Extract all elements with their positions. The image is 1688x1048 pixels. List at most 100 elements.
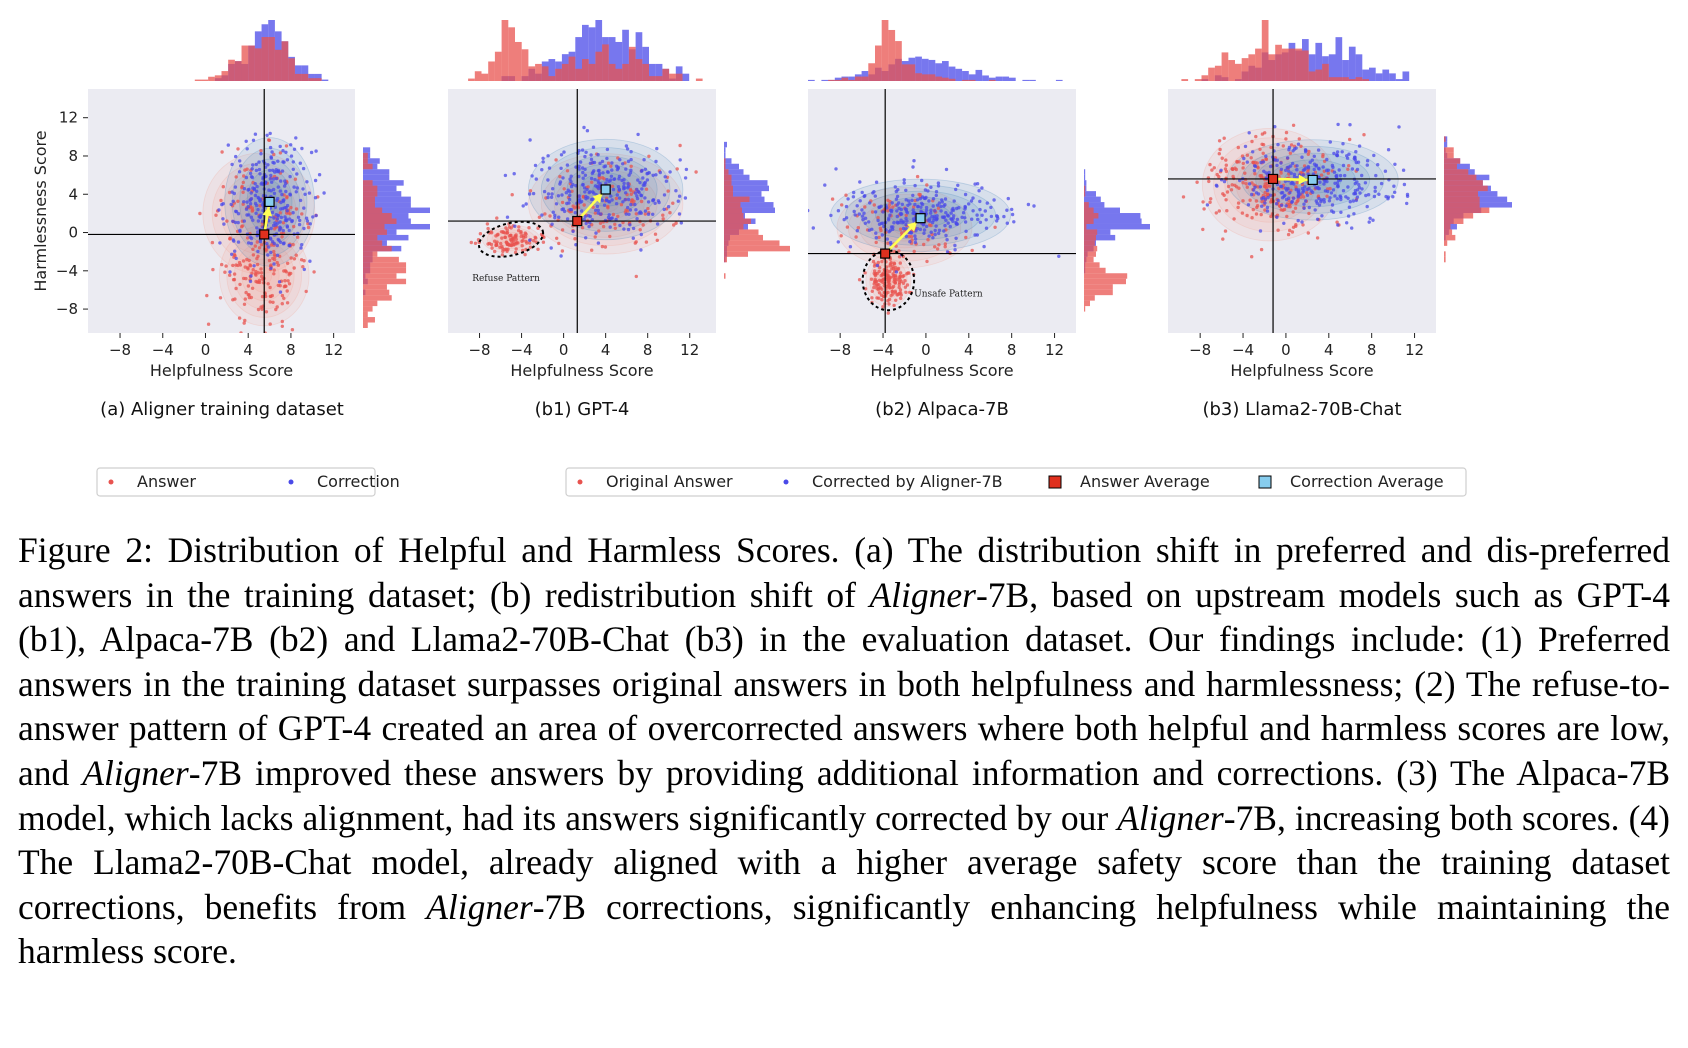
scatter-point (557, 215, 561, 219)
scatter-point (250, 209, 254, 213)
scatter-point (1224, 169, 1229, 174)
scatter-point (634, 212, 638, 216)
scatter-point (584, 194, 588, 199)
scatter-point (798, 250, 801, 253)
scatter-point (301, 166, 306, 171)
scatter-point (1253, 185, 1257, 189)
scatter-point (596, 184, 600, 189)
scatter-point (311, 215, 315, 219)
scatter-point (1005, 208, 1009, 212)
scatter-point (278, 151, 283, 155)
scatter-point (1374, 173, 1378, 178)
scatter-point (589, 157, 594, 162)
scatter-point (1332, 151, 1336, 156)
scatter-point (996, 216, 1000, 221)
scatter-point (489, 230, 493, 234)
scatter-point (298, 198, 303, 203)
scatter-point (1208, 162, 1212, 167)
scatter-point (248, 264, 253, 268)
scatter-point (220, 340, 223, 343)
marginal-hist-bar-y (363, 213, 392, 219)
scatter-point (280, 192, 284, 197)
scatter-point (304, 289, 308, 294)
scatter-point (528, 189, 533, 193)
marginal-hist-bar-x (854, 76, 862, 81)
scatter-point (1354, 160, 1359, 165)
x-tick-label: 4 (1324, 341, 1334, 359)
scatter-point (1236, 201, 1241, 205)
scatter-point (550, 222, 554, 226)
scatter-point (1307, 205, 1312, 210)
scatter-point (635, 196, 640, 201)
scatter-point (904, 234, 909, 239)
scatter-point (278, 189, 282, 193)
scatter-point (252, 264, 256, 268)
scatter-point (1326, 168, 1331, 172)
scatter-point (1354, 150, 1358, 154)
scatter-point (507, 234, 512, 238)
scatter-point (1275, 158, 1280, 162)
scatter-point (924, 205, 929, 210)
scatter-point (901, 281, 906, 285)
scatter-point (1345, 154, 1349, 158)
legend-frame (565, 467, 1467, 497)
scatter-point (1360, 173, 1364, 178)
marginal-hist-bar-y (363, 191, 402, 197)
legend-label: Original Answer (606, 472, 733, 491)
marginal-hist-bar-y (724, 234, 763, 241)
x-axis-label: Helpfulness Score (1230, 361, 1373, 380)
scatter-point (551, 187, 555, 191)
x-tick-label: −4 (1232, 341, 1254, 359)
scatter-point (292, 147, 297, 151)
scatter-point (892, 303, 896, 308)
shift-arrow-head (907, 221, 918, 232)
scatter-point (643, 167, 648, 171)
marginal-hist-bar-y (1084, 223, 1150, 230)
scatter-point (286, 279, 290, 283)
scatter-point (1340, 150, 1344, 154)
scatter-point (874, 180, 879, 184)
scatter-point (269, 226, 273, 231)
scatter-point (1316, 148, 1321, 152)
scatter-point (614, 217, 618, 222)
marginal-hist-bar-x (528, 66, 536, 81)
scatter-point (312, 270, 316, 274)
marginal-hist-bar-y (363, 223, 430, 230)
marginal-hist-bar-x (1395, 79, 1403, 81)
scatter-point (1373, 189, 1377, 193)
scatter-point (1245, 153, 1250, 157)
scatter-point (646, 171, 650, 175)
scatter-point (1335, 153, 1339, 157)
correction-average-marker (1307, 174, 1318, 186)
scatter-point (860, 214, 865, 218)
scatter-point (236, 147, 240, 151)
marginal-hist-bar-x (948, 78, 956, 81)
marginal-hist-bar-x (555, 68, 562, 81)
scatter-point (1306, 231, 1311, 235)
scatter-point (902, 220, 906, 224)
scatter-point (629, 188, 633, 193)
scatter-point (1301, 223, 1305, 227)
marginal-hist-bar-y (1084, 213, 1099, 219)
scatter-point (1265, 205, 1270, 210)
scatter-point (928, 217, 932, 221)
scatter-point (278, 144, 282, 149)
scatter-point (277, 228, 282, 232)
marginal-hist-bar-y (1084, 207, 1094, 214)
scatter-point (1284, 204, 1288, 208)
scatter-point (1249, 156, 1253, 160)
scatter-point (254, 211, 258, 215)
scatter-point (618, 223, 622, 228)
scatter-point (553, 213, 557, 217)
scatter-point (811, 226, 815, 230)
scatter-point (549, 195, 554, 199)
marginal-hist-bar-y (724, 273, 726, 279)
marginal-hist-bar-x (314, 73, 322, 81)
scatter-point (1328, 140, 1333, 144)
scatter-point (1315, 217, 1320, 221)
scatter-point (908, 202, 912, 206)
scatter-point (604, 181, 608, 185)
scatter-point (932, 214, 937, 218)
scatter-point (1316, 166, 1321, 170)
scatter-point (629, 192, 633, 196)
